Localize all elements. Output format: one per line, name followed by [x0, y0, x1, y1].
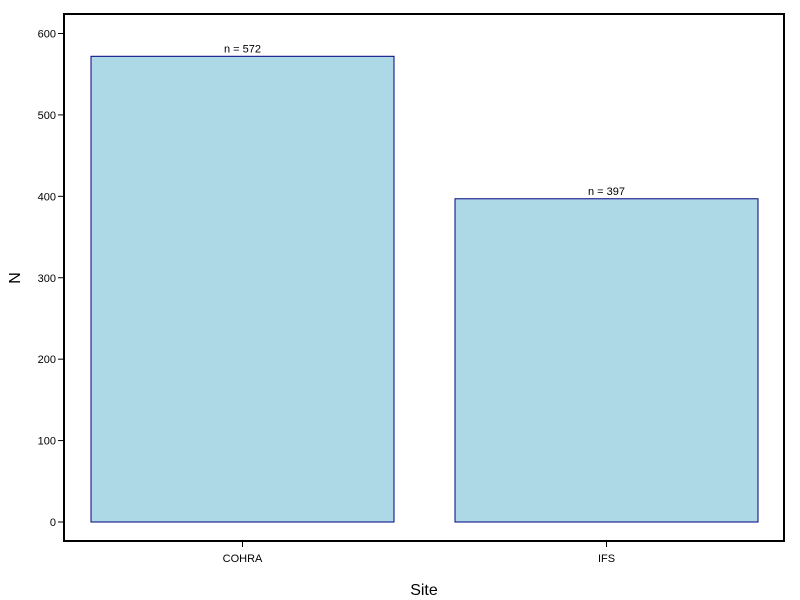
- bar-cohra: [90, 55, 395, 523]
- bars: n = 572 n = 397: [90, 43, 759, 523]
- y-tick-label: 0: [50, 517, 56, 529]
- x-axis-title: Site: [410, 582, 438, 599]
- bar-data-label: n = 397: [588, 186, 625, 198]
- x-tick-label: IFS: [598, 553, 615, 565]
- bar-ifs: [454, 198, 759, 523]
- y-tick-label: 400: [38, 191, 56, 203]
- y-axis-title: N: [7, 272, 24, 284]
- x-axis: COHRA IFS: [223, 541, 615, 565]
- bar-data-label: n = 572: [224, 43, 261, 55]
- y-tick-label: 100: [38, 436, 56, 448]
- y-tick-label: 300: [38, 273, 56, 285]
- y-axis: 0 100 200 300 400 500 600: [38, 29, 64, 529]
- y-tick-label: 500: [38, 110, 56, 122]
- y-tick-label: 600: [38, 29, 56, 41]
- x-tick-label: COHRA: [223, 553, 263, 565]
- y-tick-label: 200: [38, 354, 56, 366]
